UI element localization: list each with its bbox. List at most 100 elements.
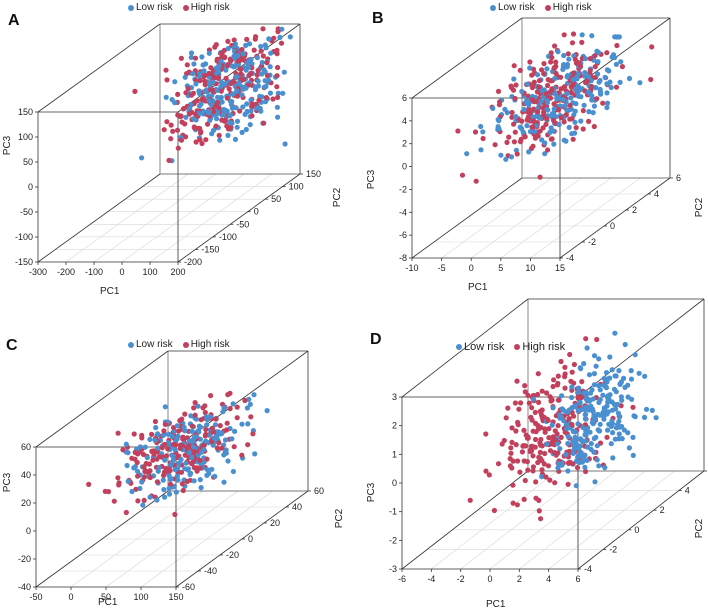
point-high-risk bbox=[561, 119, 567, 125]
point-high-risk bbox=[189, 423, 195, 429]
point-low-risk bbox=[551, 106, 557, 112]
point-high-risk bbox=[261, 120, 267, 126]
point-low-risk bbox=[519, 88, 525, 95]
point-high-risk bbox=[147, 474, 153, 481]
point-low-risk bbox=[610, 430, 616, 436]
point-low-risk bbox=[563, 452, 569, 458]
point-high-risk bbox=[149, 431, 155, 437]
point-high-risk bbox=[530, 143, 536, 149]
point-low-risk bbox=[609, 418, 615, 424]
point-high-risk bbox=[587, 68, 593, 74]
point-low-risk bbox=[566, 407, 572, 413]
point-low-risk bbox=[572, 86, 579, 92]
point-high-risk bbox=[529, 97, 535, 103]
point-low-risk bbox=[215, 94, 221, 100]
point-high-risk bbox=[503, 415, 509, 421]
point-high-risk bbox=[212, 429, 218, 435]
point-low-risk bbox=[549, 111, 555, 117]
point-low-risk bbox=[632, 352, 638, 358]
point-high-risk bbox=[163, 453, 170, 459]
point-low-risk bbox=[190, 71, 196, 77]
point-low-risk bbox=[190, 444, 196, 450]
point-low-risk bbox=[232, 64, 238, 70]
point-low-risk bbox=[208, 101, 214, 108]
point-high-risk bbox=[242, 397, 248, 404]
panel-a: A Low risk High risk PC1 PC3 PC2 -300 -20… bbox=[0, 0, 354, 307]
point-low-risk bbox=[521, 106, 527, 113]
point-high-risk bbox=[199, 96, 205, 103]
point-low-risk bbox=[131, 465, 137, 471]
panel-letter: C bbox=[6, 337, 18, 354]
point-high-risk bbox=[135, 498, 141, 504]
point-low-risk bbox=[617, 79, 623, 85]
point-low-risk bbox=[129, 488, 135, 495]
point-high-risk bbox=[549, 397, 555, 403]
point-low-risk bbox=[213, 65, 219, 71]
point-high-risk bbox=[543, 474, 549, 480]
point-low-risk bbox=[605, 427, 611, 433]
legend-dot-low bbox=[128, 4, 134, 11]
point-low-risk bbox=[144, 455, 150, 461]
point-high-risk bbox=[604, 434, 610, 440]
point-low-risk bbox=[572, 108, 578, 114]
point-low-risk bbox=[628, 368, 634, 374]
point-high-risk bbox=[558, 115, 564, 121]
point-low-risk bbox=[244, 101, 250, 107]
point-low-risk bbox=[653, 415, 659, 421]
y-tick-label: 100 bbox=[289, 182, 304, 192]
point-low-risk bbox=[503, 156, 509, 162]
point-low-risk bbox=[207, 83, 213, 89]
point-high-risk bbox=[530, 106, 537, 112]
x-tick-label: 5 bbox=[498, 263, 503, 273]
point-high-risk bbox=[216, 440, 222, 446]
floor-grid-line bbox=[489, 470, 617, 570]
point-low-risk bbox=[581, 102, 587, 108]
point-low-risk bbox=[268, 50, 274, 56]
point-low-risk bbox=[594, 443, 600, 449]
point-low-risk bbox=[625, 430, 631, 436]
legend-dot-low bbox=[490, 4, 496, 11]
point-high-risk bbox=[571, 380, 577, 386]
point-high-risk bbox=[175, 91, 181, 97]
point-high-risk bbox=[517, 67, 523, 73]
point-low-risk bbox=[579, 32, 585, 38]
point-low-risk bbox=[544, 98, 550, 104]
point-high-risk bbox=[536, 508, 542, 514]
y-tick-label: -40 bbox=[204, 566, 217, 576]
point-low-risk bbox=[570, 450, 576, 456]
panel-letter: A bbox=[8, 12, 20, 29]
point-high-risk bbox=[222, 55, 228, 61]
point-low-risk bbox=[526, 102, 532, 108]
point-high-risk bbox=[528, 414, 534, 420]
point-high-risk bbox=[583, 80, 589, 86]
point-high-risk bbox=[209, 425, 215, 431]
point-low-risk bbox=[618, 379, 624, 385]
box-edge bbox=[37, 173, 161, 263]
point-high-risk bbox=[102, 488, 108, 494]
point-high-risk bbox=[499, 441, 505, 447]
point-low-risk bbox=[621, 427, 627, 433]
floor-grid-line bbox=[149, 173, 273, 263]
point-low-risk bbox=[261, 84, 268, 90]
point-low-risk bbox=[178, 456, 184, 463]
point-low-risk bbox=[603, 370, 610, 376]
point-high-risk bbox=[579, 39, 585, 46]
point-low-risk bbox=[274, 104, 280, 110]
point-low-risk bbox=[604, 104, 610, 111]
point-low-risk bbox=[218, 79, 224, 85]
point-low-risk bbox=[593, 363, 599, 369]
point-low-risk bbox=[626, 75, 633, 82]
point-low-risk bbox=[581, 361, 587, 367]
point-low-risk bbox=[541, 87, 547, 93]
point-low-risk bbox=[169, 433, 175, 439]
point-low-risk bbox=[557, 412, 563, 418]
point-high-risk bbox=[202, 78, 208, 84]
point-low-risk bbox=[564, 108, 570, 114]
point-low-risk bbox=[246, 41, 253, 47]
point-high-risk bbox=[150, 457, 156, 463]
point-high-risk bbox=[224, 427, 230, 433]
point-low-risk bbox=[196, 103, 203, 109]
point-high-risk bbox=[120, 447, 126, 453]
point-low-risk bbox=[255, 83, 261, 89]
point-high-risk bbox=[234, 404, 240, 410]
